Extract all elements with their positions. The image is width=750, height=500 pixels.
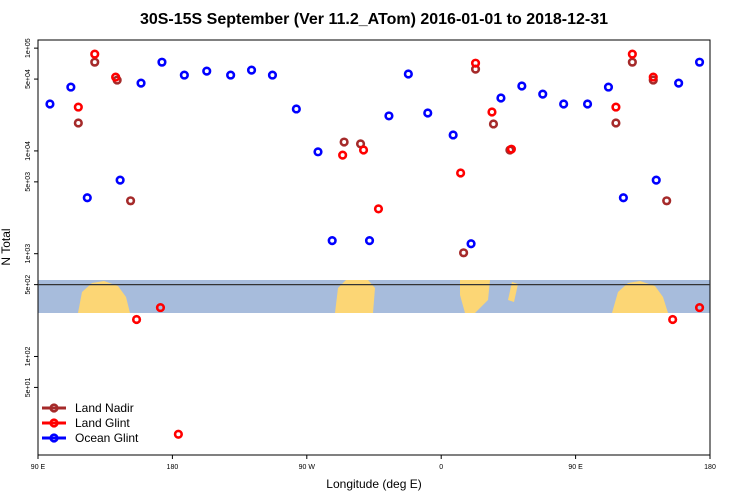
point — [487, 107, 497, 117]
legend-label: Land Nadir — [75, 401, 134, 415]
point — [73, 118, 83, 128]
point — [496, 93, 506, 103]
point — [66, 82, 76, 92]
plot-frame — [37, 39, 711, 456]
point — [618, 193, 628, 203]
point — [470, 58, 481, 68]
point — [466, 239, 476, 249]
point — [226, 70, 236, 80]
point — [131, 314, 142, 325]
point — [313, 147, 323, 157]
point — [173, 429, 183, 439]
x-tick-label: 0 — [439, 464, 443, 471]
y-tick-label: 1e+02 — [25, 347, 32, 367]
land-shape — [612, 281, 668, 313]
land-shape — [508, 282, 518, 302]
point — [73, 102, 83, 112]
legend-marker — [49, 433, 59, 443]
point — [82, 193, 92, 203]
point — [517, 81, 527, 91]
point — [694, 302, 705, 313]
point — [384, 111, 394, 121]
x-tick-label: 90 W — [299, 464, 316, 471]
point — [246, 65, 257, 75]
point — [179, 70, 189, 80]
point — [157, 57, 167, 67]
point — [136, 78, 146, 88]
x-tick-label: 90 E — [568, 464, 583, 471]
point — [423, 108, 433, 118]
point — [627, 49, 637, 59]
y-tick-label: 1e+05 — [25, 38, 32, 58]
legend-marker — [49, 418, 59, 428]
point — [358, 145, 369, 155]
legend-label: Ocean Glint — [75, 431, 139, 445]
legend-marker — [49, 403, 59, 413]
x-axis-label: Longitude (deg E) — [326, 477, 421, 491]
y-tick-label: 1e+04 — [25, 141, 32, 161]
point — [662, 196, 672, 206]
land-shape — [335, 280, 375, 313]
point — [459, 248, 469, 258]
x-tick-label: 180 — [704, 464, 716, 471]
point — [668, 314, 678, 325]
point — [291, 104, 301, 114]
land-shape — [460, 280, 490, 313]
x-tick-label: 90 E — [31, 464, 46, 471]
point — [582, 99, 593, 109]
y-tick-label: 5e+01 — [25, 377, 32, 397]
point — [90, 49, 100, 59]
point — [338, 150, 348, 160]
point — [648, 72, 658, 82]
point — [267, 70, 278, 80]
y-axis-label: N Total — [0, 228, 13, 265]
x-tick-label: 180 — [167, 464, 179, 471]
point — [125, 196, 136, 206]
point — [202, 66, 212, 76]
point — [373, 204, 384, 214]
point — [327, 236, 337, 246]
point — [611, 102, 621, 112]
point — [339, 137, 349, 147]
point — [603, 82, 614, 92]
point — [403, 69, 413, 79]
legend-label: Land Glint — [75, 416, 130, 430]
point — [456, 168, 466, 178]
point — [627, 57, 637, 67]
point — [611, 118, 621, 128]
point — [488, 119, 499, 129]
y-tick-label: 5e+02 — [25, 275, 32, 295]
point — [115, 175, 125, 185]
y-tick-label: 5e+04 — [25, 69, 32, 89]
point — [90, 57, 100, 67]
point — [506, 144, 516, 154]
point — [448, 130, 458, 140]
point — [538, 89, 548, 99]
point — [364, 236, 375, 246]
point — [651, 175, 661, 185]
point — [694, 57, 705, 67]
point — [559, 99, 569, 109]
map-band — [38, 280, 710, 313]
y-tick-label: 5e+03 — [25, 172, 32, 192]
point — [111, 72, 121, 82]
land-shape — [78, 281, 130, 313]
y-tick-label: 1e+03 — [25, 244, 32, 264]
point — [155, 302, 166, 313]
point — [45, 99, 55, 109]
chart-title: 30S-15S September (Ver 11.2_ATom) 2016-0… — [140, 11, 608, 28]
point — [674, 78, 684, 88]
